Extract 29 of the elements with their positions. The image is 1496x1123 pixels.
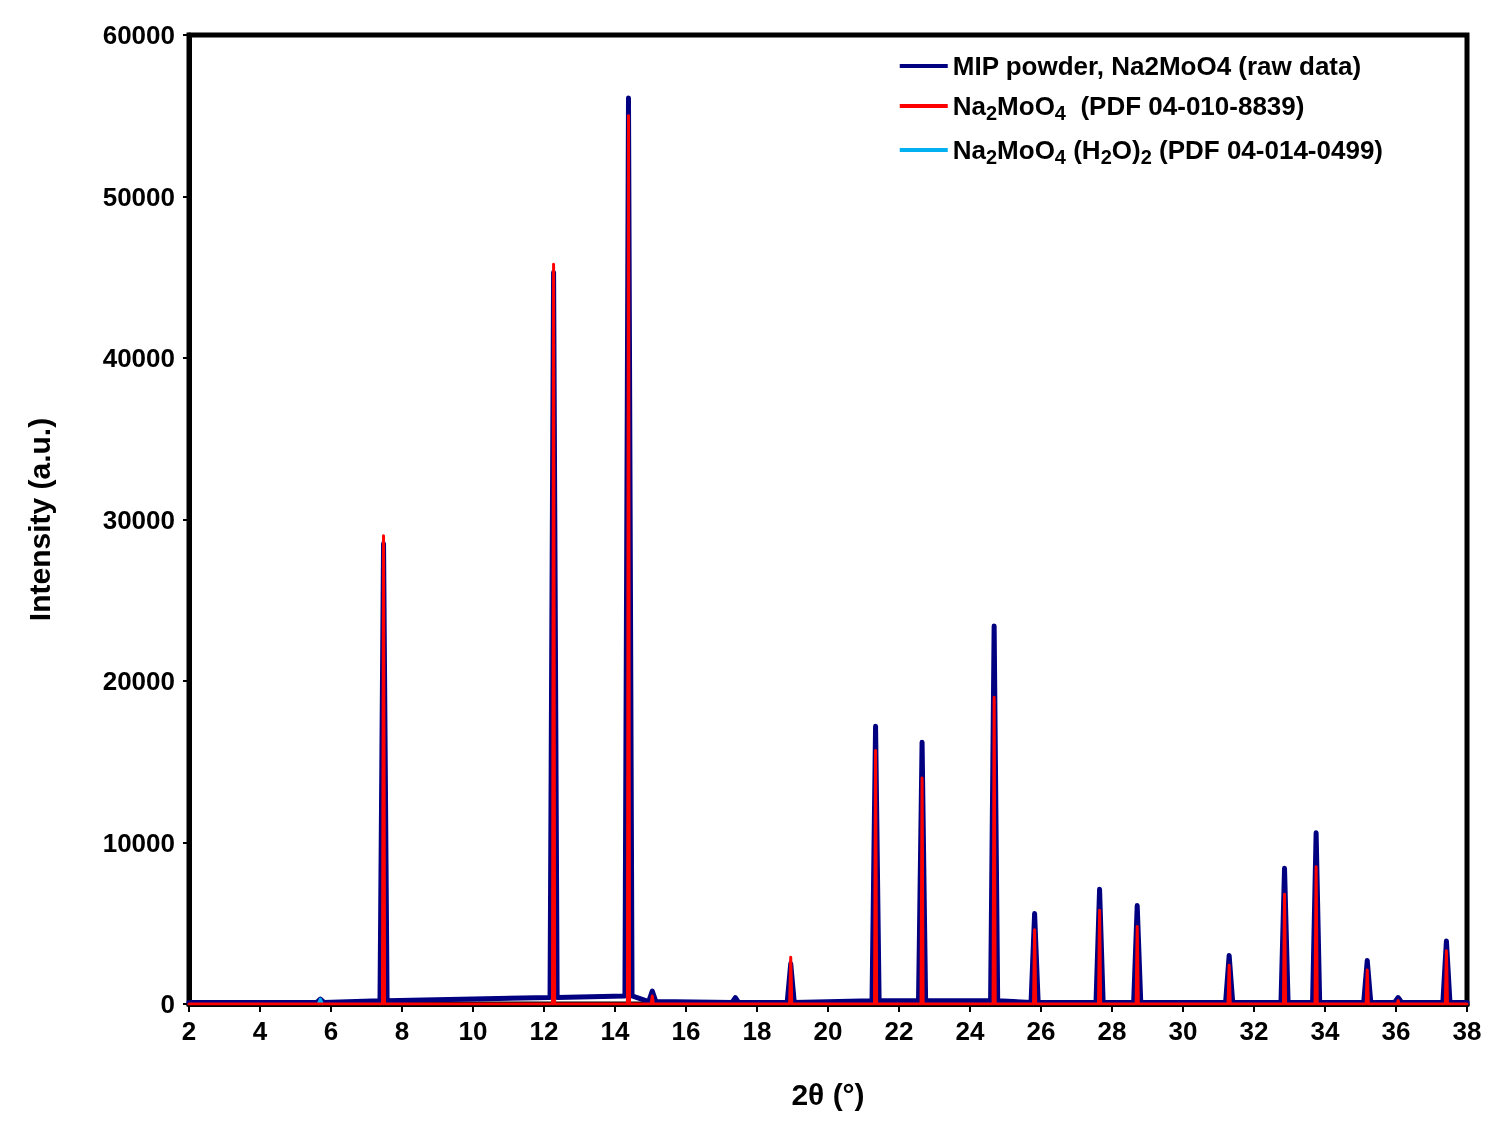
x-tick-label: 10 — [458, 1016, 488, 1046]
y-axis-title: Intensity (a.u.) — [22, 417, 56, 622]
x-tick-label: 4 — [252, 1016, 268, 1046]
y-tick-label: 10000 — [102, 827, 175, 858]
x-tick-label: 38 — [1452, 1016, 1482, 1046]
x-tick-label: 36 — [1381, 1016, 1411, 1046]
x-tick-label: 6 — [323, 1016, 339, 1046]
x-tick-label: 24 — [955, 1016, 985, 1046]
x-tick-label: 16 — [671, 1016, 701, 1046]
legend-label: MIP powder, Na2MoO4 (raw data) — [952, 51, 1362, 81]
x-axis-title: 2θ (°) — [791, 1077, 865, 1111]
x-tick-label: 8 — [394, 1016, 410, 1046]
x-tick-label: 20 — [813, 1016, 843, 1046]
y-tick-label: 40000 — [102, 343, 175, 373]
x-tick-label: 26 — [1026, 1016, 1056, 1046]
x-tick-label: 14 — [600, 1016, 630, 1046]
x-tick-label: 32 — [1239, 1016, 1269, 1046]
x-tick-label: 2 — [181, 1016, 197, 1046]
x-tick-label: 30 — [1168, 1016, 1198, 1046]
y-tick-label: 30000 — [102, 504, 175, 535]
y-tick-label: 50000 — [102, 181, 175, 212]
x-tick-label: 18 — [742, 1016, 772, 1046]
y-tick-label: 60000 — [102, 20, 175, 50]
x-tick-label: 34 — [1310, 1016, 1340, 1046]
x-tick-label: 12 — [529, 1016, 559, 1046]
y-tick-label: 20000 — [102, 666, 175, 696]
x-tick-label: 22 — [884, 1016, 914, 1046]
x-tick-label: 28 — [1097, 1016, 1127, 1046]
y-tick-label: 0 — [160, 989, 175, 1019]
